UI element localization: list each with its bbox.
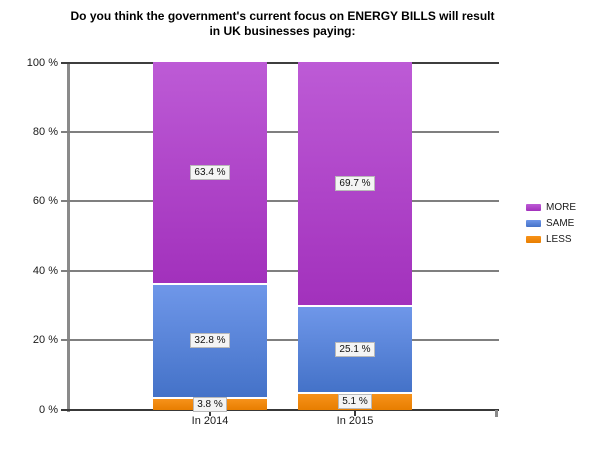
y-axis-tick-20 <box>61 339 69 342</box>
y-tick-label-80: 80 % <box>32 125 58 138</box>
y-tick-label-0: 0 % <box>39 404 58 416</box>
y-axis-tick-40 <box>61 269 69 272</box>
bar-in-2015: 69.7 % 25.1 % 5.1 % <box>298 62 412 410</box>
y-tick-label-20: 20 % <box>32 334 58 347</box>
legend: MORE SAME LESS <box>526 199 576 247</box>
segment-value-label: 25.1 % <box>335 341 375 357</box>
gridline-20 <box>69 339 499 342</box>
segment-value-label: 3.8 % <box>193 396 227 412</box>
y-axis-tick-60 <box>61 200 69 203</box>
segment-less-1: 3.8 % <box>153 396 267 412</box>
x-axis-label-1: In 2014 <box>191 415 229 427</box>
chart-title-line2: in UK businesses paying: <box>209 24 356 38</box>
legend-item-same: SAME <box>526 215 576 231</box>
y-axis-line <box>67 62 70 412</box>
y-axis-tick-100 <box>61 62 69 64</box>
segment-same-1: 32.8 % <box>153 282 267 397</box>
segment-value-label: 5.1 % <box>338 394 372 410</box>
gridline-60 <box>69 200 499 203</box>
gridline-100 <box>69 62 499 64</box>
legend-label: LESS <box>546 233 572 245</box>
y-tick-label-100: 100 % <box>26 57 58 69</box>
gridline-0 <box>69 409 499 411</box>
legend-label: SAME <box>546 217 575 229</box>
segment-more-2: 69.7 % <box>298 62 412 305</box>
gridline-40 <box>69 269 499 272</box>
y-tick-label-40: 40 % <box>32 264 58 277</box>
segment-same-2: 25.1 % <box>298 304 412 392</box>
x-axis-end-tick <box>495 410 498 417</box>
y-axis-tick-80 <box>61 130 69 133</box>
segment-less-2: 5.1 % <box>298 391 412 410</box>
legend-item-more: MORE <box>526 199 576 215</box>
segment-value-label: 69.7 % <box>335 175 375 191</box>
legend-swatch-same-icon <box>526 219 541 227</box>
gridline-80 <box>69 130 499 133</box>
x-axis-tick-2 <box>354 410 356 416</box>
y-tick-label-60: 60 % <box>32 195 58 208</box>
x-axis-label-2: In 2015 <box>336 415 374 427</box>
x-axis-tick-1 <box>209 410 211 416</box>
chart-title: Do you think the government's current fo… <box>0 9 565 39</box>
chart-title-line1: Do you think the government's current fo… <box>70 9 495 23</box>
segment-more-1: 63.4 % <box>153 62 267 283</box>
legend-label: MORE <box>546 201 576 213</box>
legend-swatch-less-icon <box>526 235 541 243</box>
y-axis-tick-0 <box>61 409 69 411</box>
segment-value-label: 63.4 % <box>190 164 230 180</box>
plot-area: 63.4 % 32.8 % 3.8 % 69.7 % 25.1 % 5.1 % <box>61 62 499 412</box>
segment-value-label: 32.8 % <box>190 333 230 349</box>
legend-swatch-more-icon <box>526 203 541 211</box>
bar-in-2014: 63.4 % 32.8 % 3.8 % <box>153 62 267 412</box>
legend-item-less: LESS <box>526 231 576 247</box>
